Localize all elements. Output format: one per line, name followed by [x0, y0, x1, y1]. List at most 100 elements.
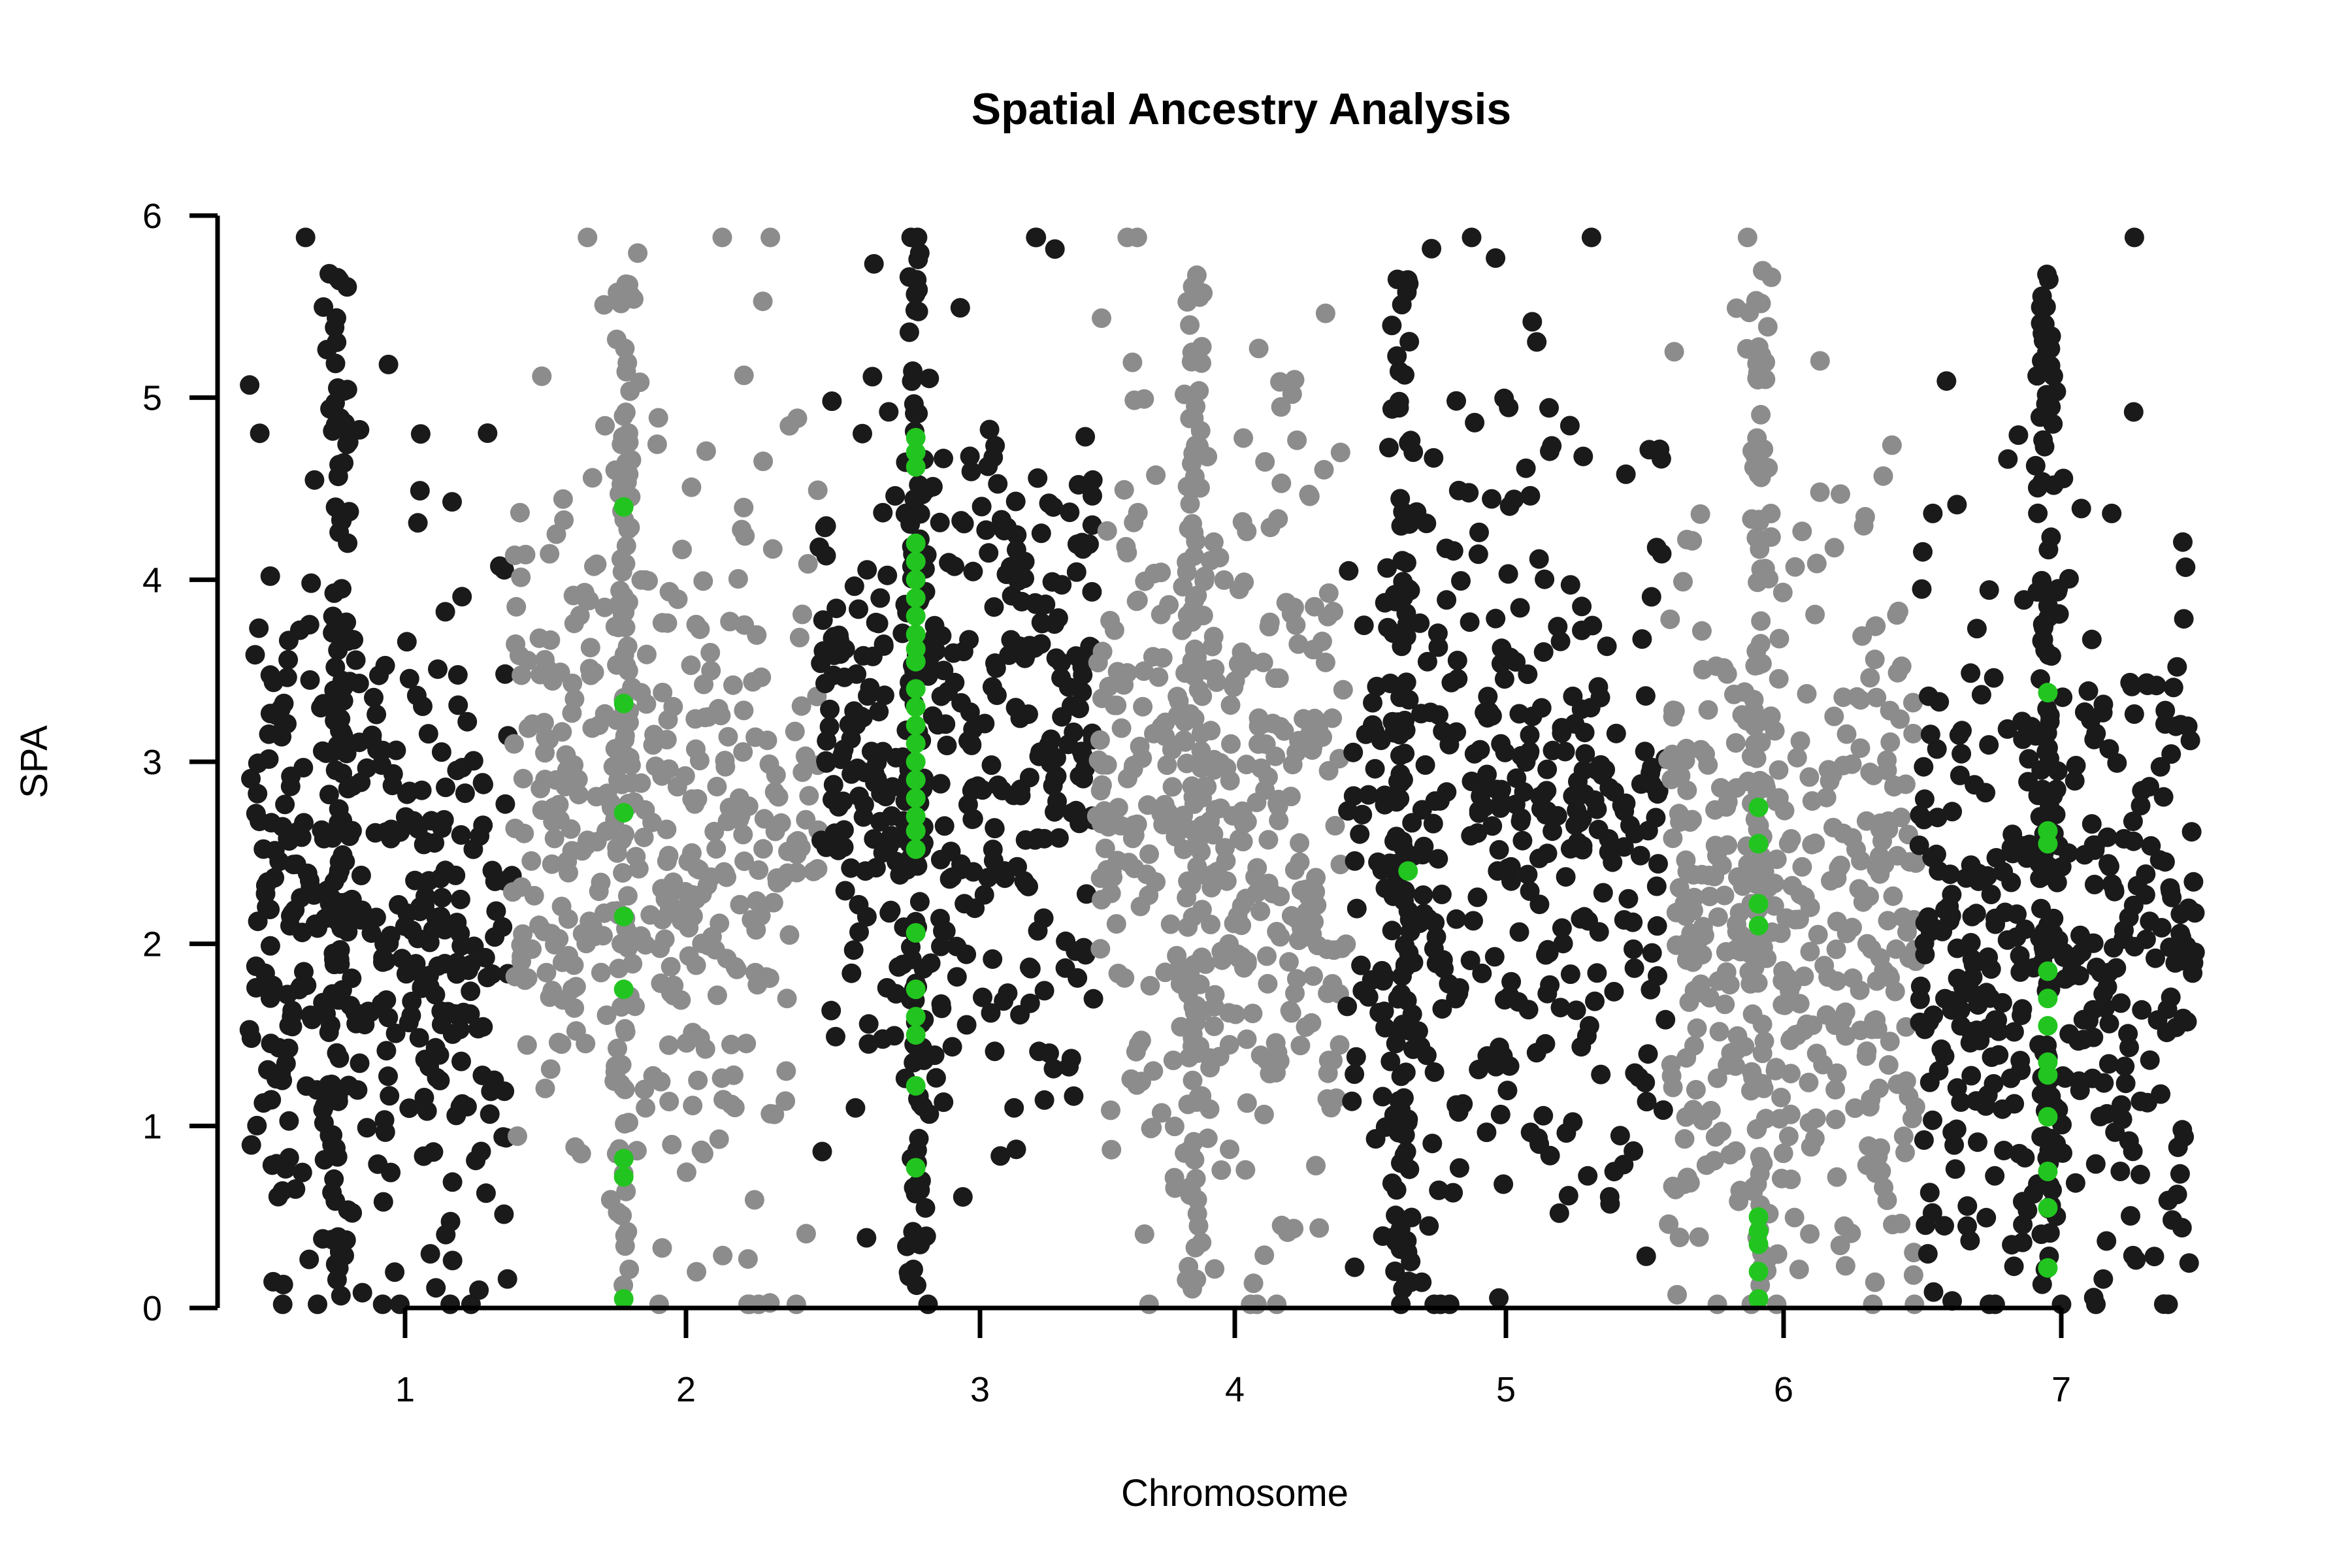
data-point — [352, 1282, 372, 1303]
data-point — [349, 674, 369, 694]
data-point — [931, 994, 951, 1014]
data-point — [329, 799, 349, 819]
data-point — [1710, 777, 1731, 798]
data-point — [919, 368, 939, 389]
data-point — [1741, 746, 1761, 766]
data-point — [647, 434, 667, 454]
data-point — [1382, 921, 1402, 941]
data-point — [1318, 583, 1339, 603]
data-point — [314, 297, 334, 317]
data-point — [1249, 338, 1269, 359]
data-point — [623, 954, 643, 974]
data-point — [792, 762, 813, 782]
data-point — [1902, 1109, 1922, 1128]
data-point — [1178, 871, 1198, 891]
data-point — [2038, 270, 2059, 290]
data-point — [1884, 777, 1904, 797]
data-point — [1572, 596, 1592, 617]
data-point — [1726, 1040, 1746, 1060]
data-point — [1043, 1058, 1064, 1079]
data-point — [1565, 714, 1585, 734]
highlighted-point — [1748, 834, 1769, 854]
data-point — [1952, 743, 1972, 764]
data-point — [1860, 668, 1880, 688]
data-point — [1499, 986, 1520, 1006]
data-point — [1976, 783, 1996, 803]
data-point — [919, 1104, 939, 1124]
data-point — [1184, 546, 1204, 566]
data-point — [1566, 1000, 1586, 1021]
data-point — [1397, 1112, 1418, 1132]
data-point — [1800, 897, 1820, 917]
data-point — [2177, 1011, 2197, 1032]
data-point — [1850, 738, 1870, 759]
data-point — [1656, 1009, 1676, 1030]
data-point — [2106, 958, 2127, 978]
data-point — [372, 994, 392, 1014]
data-point — [1399, 514, 1420, 534]
data-point — [942, 867, 962, 887]
data-point — [1604, 1162, 1624, 1182]
data-point — [486, 901, 506, 921]
data-point — [1950, 765, 1970, 785]
data-point — [657, 819, 677, 840]
data-point — [1318, 760, 1339, 781]
data-point — [1178, 917, 1198, 937]
data-point — [1726, 298, 1746, 318]
data-point — [1365, 759, 1385, 779]
data-point — [619, 1259, 640, 1279]
data-point — [364, 687, 384, 708]
data-point — [1744, 716, 1765, 736]
data-point — [2083, 1000, 2103, 1020]
data-point — [247, 1115, 267, 1135]
data-point — [2161, 987, 2181, 1007]
data-point — [511, 567, 531, 587]
data-point — [912, 484, 932, 504]
data-point — [2062, 960, 2082, 980]
data-point — [1863, 1294, 1883, 1315]
data-point — [1879, 966, 1899, 985]
data-point — [897, 1236, 917, 1256]
highlighted-point — [1398, 861, 1418, 881]
data-point — [766, 765, 786, 785]
data-point — [1630, 845, 1650, 866]
data-point — [512, 946, 532, 966]
data-point — [1705, 1151, 1724, 1171]
data-point — [1306, 1156, 1326, 1176]
data-point — [2123, 895, 2144, 915]
data-point — [1940, 911, 1960, 931]
data-point — [1082, 581, 1102, 602]
data-point — [367, 704, 387, 725]
data-point — [1883, 886, 1903, 906]
data-point — [841, 963, 862, 983]
data-point — [2071, 498, 2091, 519]
data-point — [1614, 910, 1634, 930]
data-point — [472, 1066, 493, 1085]
data-point — [1437, 782, 1457, 802]
data-point — [1298, 887, 1318, 907]
data-point — [751, 667, 772, 687]
data-point — [1428, 849, 1448, 869]
data-point — [909, 1128, 929, 1149]
data-point — [1072, 532, 1092, 553]
data-point — [1814, 956, 1835, 975]
data-point — [330, 408, 350, 428]
data-point — [2160, 878, 2180, 898]
data-point — [495, 794, 515, 814]
data-point — [1350, 824, 1370, 844]
data-point — [2115, 1056, 2135, 1077]
data-point — [1737, 227, 1757, 248]
data-point — [1505, 794, 1526, 815]
data-point — [1146, 465, 1166, 485]
data-point — [1083, 470, 1103, 490]
data-point — [1004, 1098, 1024, 1118]
data-point — [1220, 1139, 1239, 1160]
data-point — [534, 713, 554, 733]
data-point — [628, 243, 648, 263]
data-point — [617, 636, 638, 657]
data-point — [480, 1104, 500, 1124]
data-point — [1707, 1294, 1727, 1315]
data-point — [1903, 723, 1923, 743]
data-point — [466, 1151, 486, 1171]
data-point — [846, 715, 866, 735]
